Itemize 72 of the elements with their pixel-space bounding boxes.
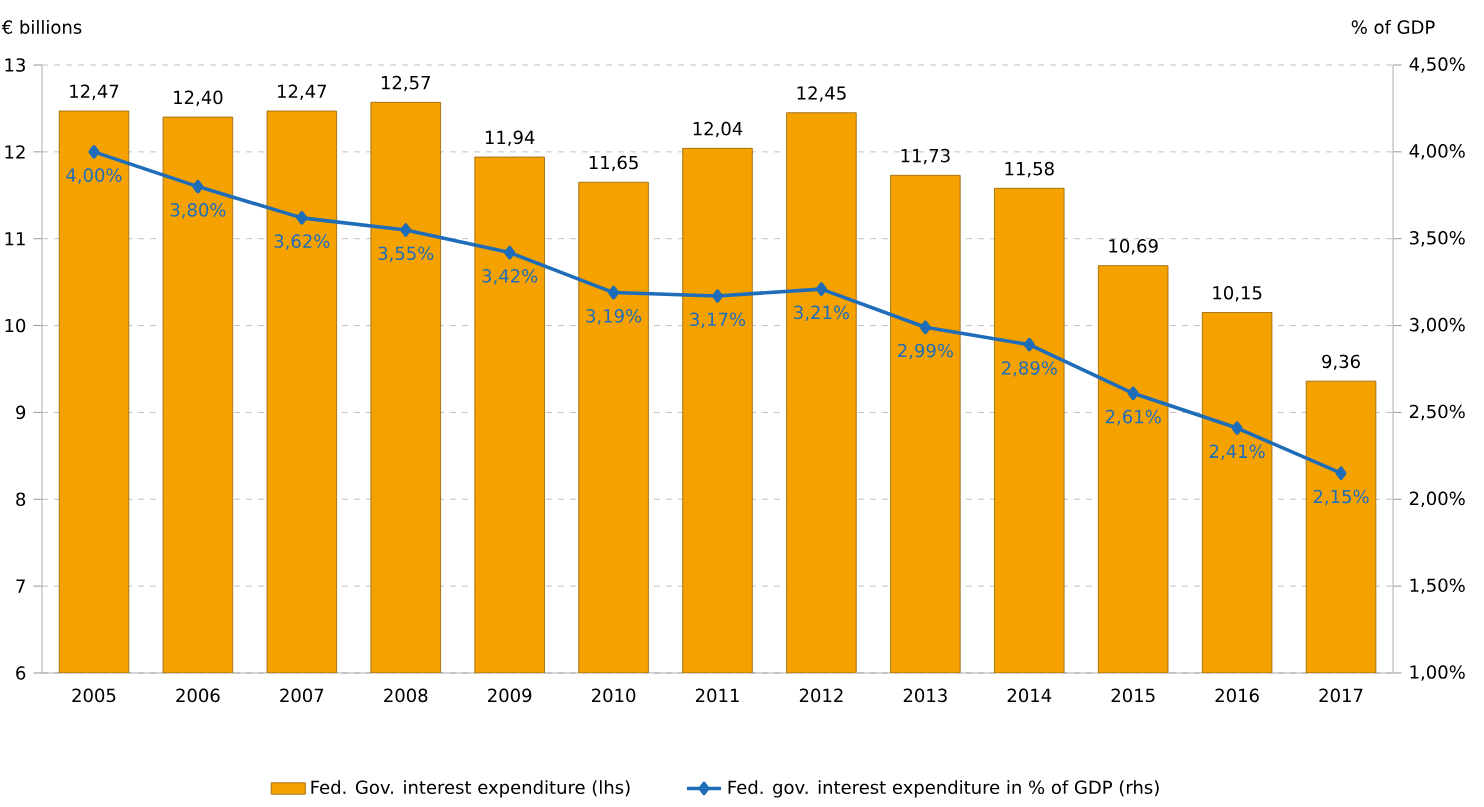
y2-axis-title: % of GDP <box>1351 20 1435 34</box>
data-label: 12,04 <box>693 121 743 138</box>
y2-tick-label: 2,50% <box>1409 404 1465 421</box>
data-label: 2,99% <box>898 343 953 360</box>
data-label: 11,73 <box>901 148 950 165</box>
data-label: 11,58 <box>1005 161 1054 178</box>
point <box>1231 421 1243 435</box>
y-axis-title: € billions <box>1 19 82 34</box>
x-tick-label: 2017 <box>1319 688 1363 703</box>
data-label: 3,19% <box>586 309 642 325</box>
point <box>504 245 516 260</box>
y2-tick-label: 3,50% <box>1409 230 1465 247</box>
y2-tick-label: 1,00% <box>1410 665 1465 681</box>
x-tick-label: 2008 <box>384 688 428 703</box>
legend-label: Fed. gov. interest expenditure in % of GDP (rhs) <box>728 780 1159 798</box>
y-tick-label: 10 <box>5 318 26 333</box>
x-tick-label: 2006 <box>176 688 220 703</box>
y-tick-label: 12 <box>5 145 25 159</box>
point <box>815 282 827 296</box>
data-label: 3,21% <box>794 305 850 322</box>
y2-tick-label: 3,00% <box>1409 317 1465 334</box>
y-tick-label: 13 <box>5 58 25 72</box>
x-tick-label: 2011 <box>695 688 739 703</box>
point <box>1127 386 1139 401</box>
x-tick-label: 2012 <box>799 688 843 703</box>
data-label: 11,94 <box>485 130 535 146</box>
legend-label: Fed. Gov. interest expenditure (lhs) <box>311 780 630 798</box>
x-tick-label: 2013 <box>903 688 947 703</box>
point <box>88 145 100 159</box>
data-label: 2,61% <box>1105 409 1161 426</box>
data-label: 2,89% <box>1002 361 1057 377</box>
data-label: 12,47 <box>278 84 327 100</box>
point <box>192 179 204 194</box>
data-label: 9,36 <box>1322 354 1360 371</box>
y-tick-label: 9 <box>16 405 26 420</box>
point <box>711 289 724 303</box>
x-tick-label: 2009 <box>488 688 532 703</box>
y-tick-label: 11 <box>5 232 25 246</box>
data-label: 12,57 <box>381 75 430 92</box>
data-label: 11,65 <box>589 155 638 172</box>
data-label: 12,47 <box>70 84 119 100</box>
point <box>296 211 308 225</box>
data-label: 3,80% <box>170 203 226 219</box>
y2-tick-label: 1,50% <box>1410 578 1465 594</box>
x-tick-label: 2014 <box>1007 688 1052 703</box>
data-label: 2,15% <box>1313 489 1369 506</box>
data-label: 3,17% <box>690 312 746 328</box>
y2-tick-label: 4,00% <box>1409 144 1465 160</box>
y2-tick-label: 4,50% <box>1409 57 1465 73</box>
y-tick-label: 7 <box>16 579 25 593</box>
point <box>400 223 412 237</box>
x-tick-label: 2007 <box>280 688 324 703</box>
data-label: 3,55% <box>378 246 434 262</box>
data-label: 3,62% <box>274 234 330 250</box>
point <box>608 285 620 300</box>
point <box>919 320 931 335</box>
data-label: 4,00% <box>66 168 122 184</box>
data-label: 12,40 <box>174 90 223 107</box>
y-tick-label: 6 <box>16 666 26 680</box>
data-label: 10,15 <box>1213 286 1262 302</box>
x-tick-label: 2005 <box>72 688 116 703</box>
x-tick-label: 2016 <box>1215 688 1259 703</box>
data-label: 2,41% <box>1209 444 1265 460</box>
y2-tick-label: 2,00% <box>1409 491 1465 508</box>
y-tick-label: 8 <box>16 492 26 507</box>
x-tick-label: 2015 <box>1111 688 1155 703</box>
data-label: 12,45 <box>797 86 846 102</box>
point <box>1023 337 1035 352</box>
data-label: 3,42% <box>482 269 538 285</box>
point <box>1335 466 1347 481</box>
x-tick-label: 2010 <box>592 688 636 703</box>
data-label: 10,69 <box>1109 239 1158 255</box>
